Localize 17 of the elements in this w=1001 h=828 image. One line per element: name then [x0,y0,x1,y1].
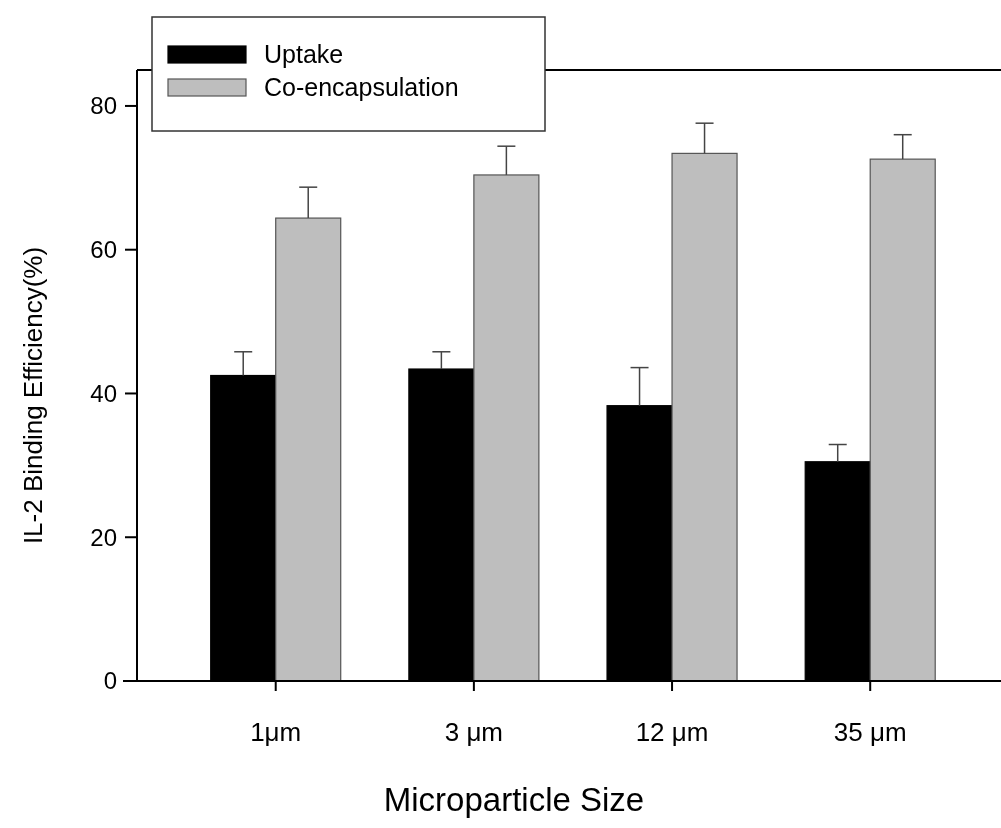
x-axis-title: Microparticle Size [383,781,645,818]
y-tick-label: 80 [90,92,117,120]
bar [473,174,540,682]
legend-label: Co-encapsulation [264,72,459,101]
legend-label: Uptake [264,39,344,68]
x-tick-label: 12 μm [635,717,709,747]
y-tick-label: 40 [90,379,117,407]
x-tick-label: 1μm [250,717,302,747]
bar [671,152,738,682]
bar [275,217,342,682]
bar [869,158,936,682]
x-tick-label: 3 μm [444,717,504,747]
y-axis-title: IL-2 Binding Efficiency(%) [18,246,48,545]
y-tick-label: 20 [90,523,117,551]
y-tick-label: 60 [90,236,117,264]
y-tick-label: 0 [103,667,117,695]
x-tick-label: 35 μm [833,717,907,747]
